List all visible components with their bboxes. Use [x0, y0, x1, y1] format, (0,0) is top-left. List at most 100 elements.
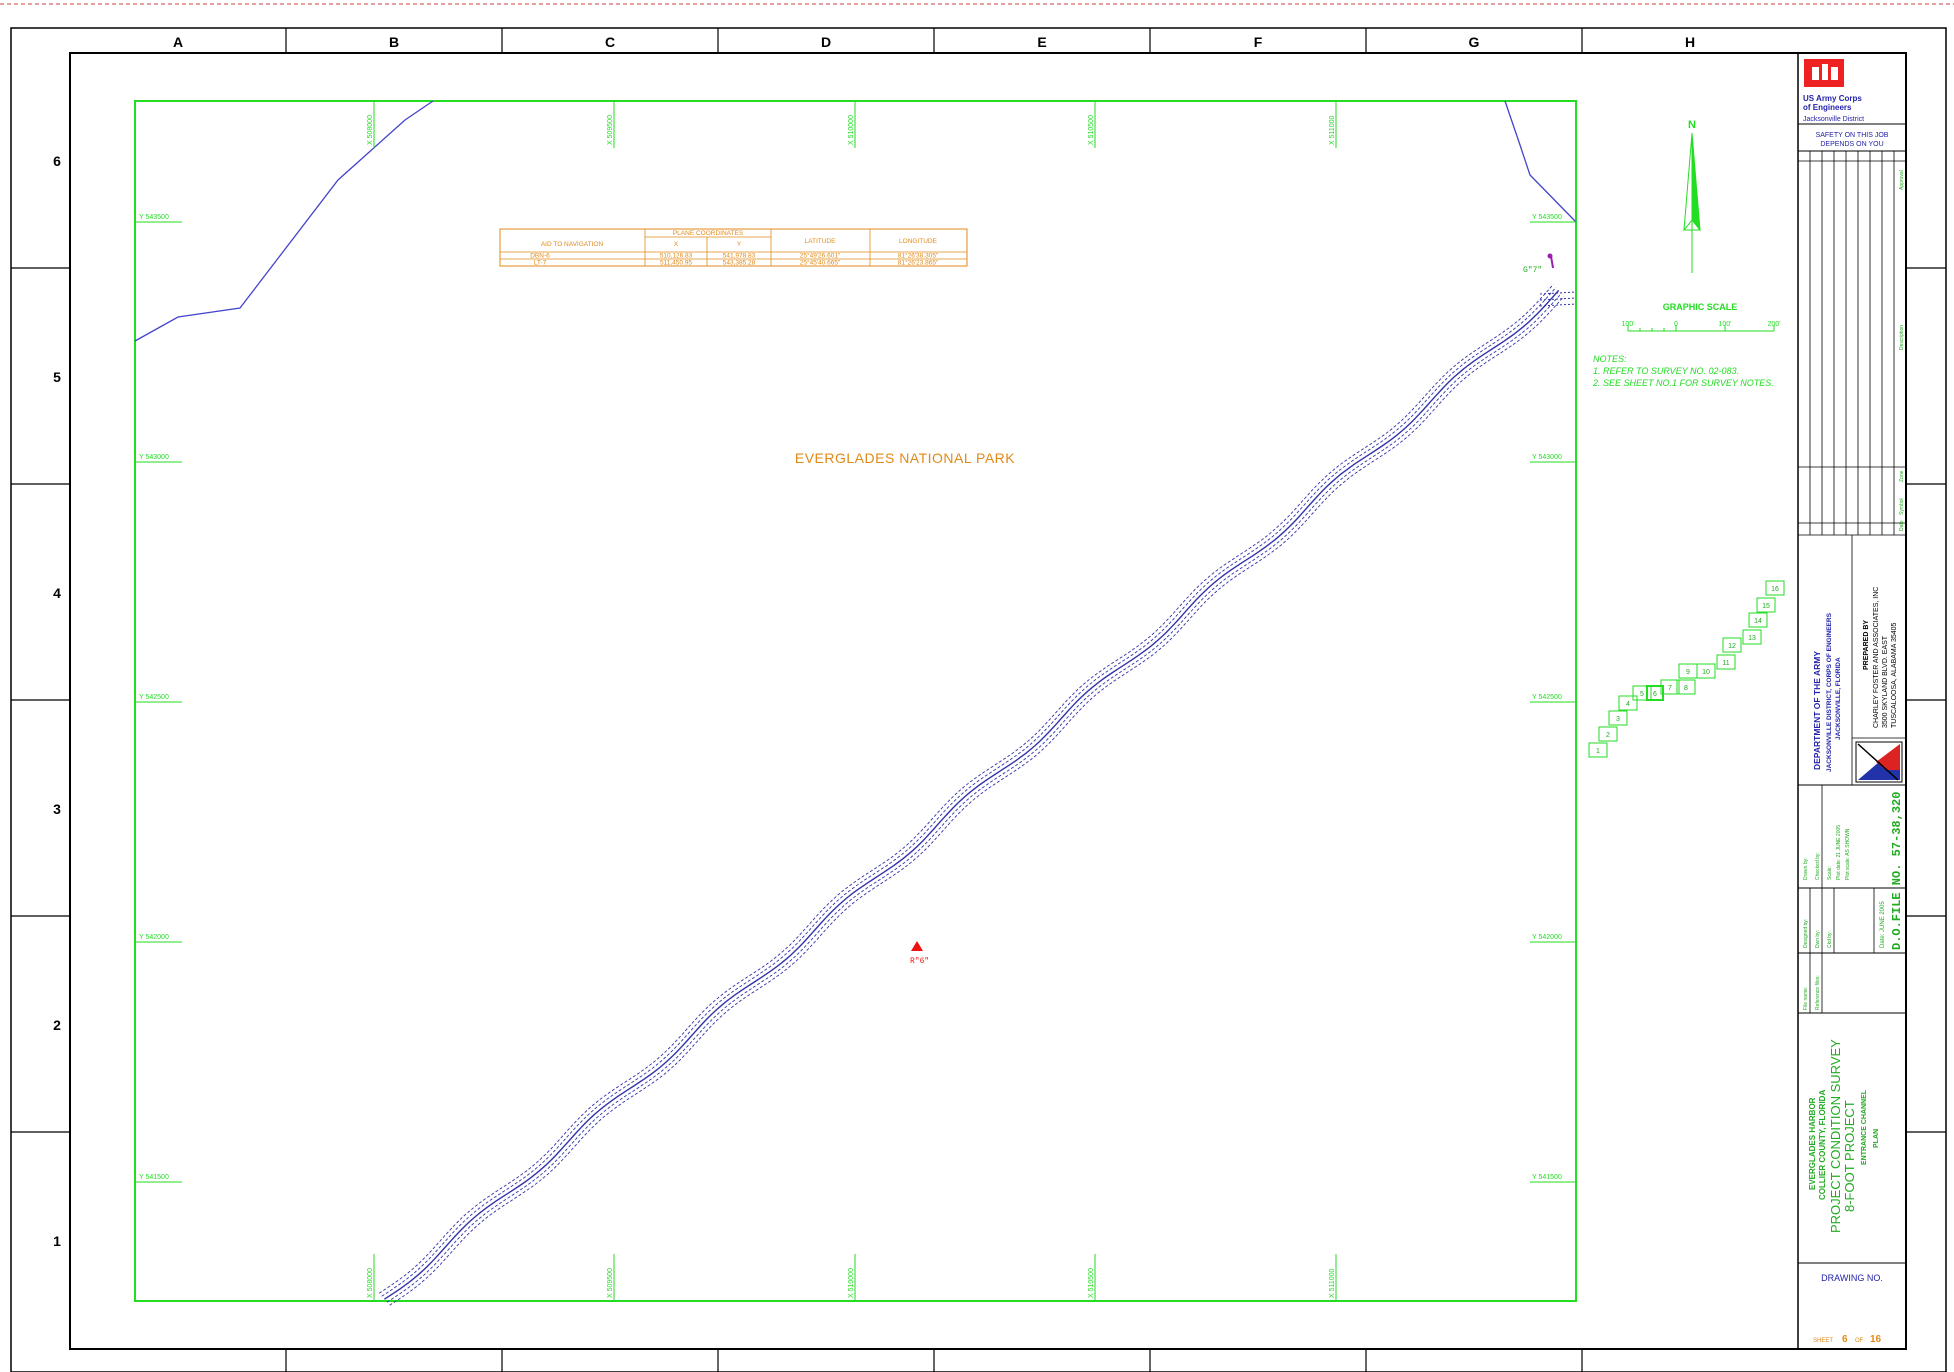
channel-line: [386, 293, 1562, 1303]
reference-files-label: Reference files:: [1815, 975, 1821, 1010]
row-label: 6: [53, 153, 61, 169]
row-label: 2: [53, 1017, 61, 1033]
sheet-index-box: [1676, 679, 1696, 695]
firm-line: CHARLEY FOSTER AND ASSOCIATES, INC: [1873, 587, 1880, 728]
graphic-scale: GRAPHIC SCALE 100' 0 100' 200': [1621, 302, 1781, 332]
col-label: E: [1037, 34, 1046, 50]
table-cell-lon: 81°26'23.865": [898, 259, 939, 267]
col-label: C: [605, 34, 615, 50]
dept-line: DEPARTMENT OF THE ARMY: [1812, 651, 1822, 770]
project-line: EVERGLADES HARBOR: [1808, 1097, 1817, 1190]
sheet-index-label: 7: [1668, 685, 1672, 692]
right-y-ticks: Y 543500 Y 543000 Y 542500 Y 542000 Y 54…: [1532, 214, 1562, 1181]
project-line: PLAN: [1873, 1129, 1880, 1148]
sheet-index-box: [1765, 580, 1785, 596]
table-cell-lat: 25°45'40.665": [800, 259, 841, 267]
y-tick-label: Y 542000: [139, 934, 169, 941]
channel-tail: [1539, 291, 1577, 307]
sheet-index-label: 14: [1754, 618, 1762, 625]
info-line: Checked by:: [1815, 852, 1821, 880]
project-line: COLLIER COUNTY, FLORIDA: [1818, 1090, 1827, 1200]
date-label: Date: JUNE 2005: [1880, 901, 1886, 948]
sheet-index-label: 10: [1702, 669, 1710, 676]
y-tick-label: Y 542500: [1532, 694, 1562, 701]
file-number: D.O.FILE NO. 57-38,320: [1890, 792, 1904, 950]
sheet-index-box: [1646, 685, 1664, 701]
x-tick-label: X 508000: [367, 1268, 374, 1298]
rev-header: Description: [1899, 325, 1905, 350]
y-tick-label: Y 543000: [1532, 454, 1562, 461]
table-cell-lat: 25°49'26.601": [800, 252, 841, 260]
y-tick-label: Y 543500: [1532, 214, 1562, 221]
bottom-x-ticks: X 508000 X 509500 X 510000 X 510500 X 51…: [367, 1268, 1336, 1298]
project-line: PROJECT CONDITION SURVEY: [1828, 1039, 1843, 1233]
sheet-index-label: 12: [1728, 643, 1736, 650]
row-label: 1: [53, 1233, 61, 1249]
map-frame: [134, 100, 1577, 1302]
north-label: N: [1688, 119, 1696, 131]
col-label: D: [821, 34, 831, 50]
prepared-by: PREPARED BY: [1863, 620, 1870, 670]
sheet-index-box: [1742, 629, 1762, 645]
bottom-x-tick-marks: [373, 1254, 1337, 1301]
purple-marker-label: G"7": [1523, 266, 1542, 275]
row-label: 4: [53, 585, 61, 601]
sheet-number: 6: [1842, 1334, 1848, 1345]
dept-line: JACKSONVILLE, FLORIDA: [1835, 657, 1842, 740]
red-marker-label: R"6": [910, 957, 929, 966]
x-tick-label: X 508000: [367, 115, 374, 145]
col-label: F: [1254, 34, 1263, 50]
x-tick-label: X 509500: [607, 1268, 614, 1298]
drawn-by: Dwn by:: [1815, 930, 1821, 948]
sheet-index-label: 2: [1606, 732, 1610, 739]
y-tick-label: Y 541500: [1532, 1174, 1562, 1181]
x-tick-label: X 511000: [1329, 1268, 1336, 1298]
sheet-index-label: 9: [1686, 669, 1690, 676]
revision-grid: [1798, 151, 1906, 536]
y-tick-label: Y 542500: [139, 694, 169, 701]
entrance-channel: [378, 284, 1577, 1306]
sheet-index-box: [1756, 597, 1776, 613]
sheet-index-label: 1: [1596, 748, 1600, 755]
col-label: G: [1469, 34, 1480, 50]
rev-header: Approval: [1899, 170, 1905, 190]
top-x-tick-marks: [373, 101, 1337, 148]
table-cell-y: 541,978.83: [723, 253, 756, 260]
red-nav-marker-icon: [911, 941, 923, 951]
park-label: EVERGLADES NATIONAL PARK: [795, 450, 1015, 466]
table-cell-aid: DBN-6: [530, 253, 550, 260]
x-tick-label: X 510500: [1088, 115, 1095, 145]
sheet-index-label: 16: [1771, 586, 1779, 593]
y-tick-label: Y 542000: [1532, 934, 1562, 941]
top-x-ticks: X 508000 X 509500 X 510000 X 510500 X 51…: [367, 115, 1336, 145]
info-line: Drawn by:: [1803, 857, 1809, 880]
sheet-total: 16: [1870, 1334, 1882, 1345]
channel-line: [383, 289, 1560, 1300]
x-tick-label: X 510500: [1088, 1268, 1095, 1298]
col-label: A: [173, 34, 183, 50]
channel-line: [381, 287, 1557, 1297]
coastline-west: [134, 100, 434, 342]
notes: NOTES: 1. REFER TO SURVEY NO. 02-083. 2.…: [1592, 354, 1774, 388]
scale-tick: 100': [1621, 321, 1634, 328]
sheet-index-label: 13: [1748, 635, 1756, 642]
title-block: US Army Corps of Engineers Jacksonville …: [1797, 53, 1906, 1349]
firm-line: 3500 SKYLAND BLVD. EAST: [1882, 635, 1889, 728]
navigation-aid-table: AID TO NAVIGATION PLANE COORDINATES X Y …: [499, 228, 968, 267]
row-label: 3: [53, 801, 61, 817]
x-tick-label: X 510000: [848, 115, 855, 145]
sheet-index-box: [1598, 726, 1618, 742]
info-line: Plot date: 21 JUNE 2005: [1836, 825, 1842, 880]
sheet-index-box: [1608, 710, 1628, 726]
y-tick-label: Y 543000: [139, 454, 169, 461]
sheet-index-box: [1716, 654, 1736, 670]
y-tick-label: Y 543500: [139, 214, 169, 221]
scale-tick: 100': [1718, 321, 1731, 328]
col-label: H: [1685, 34, 1695, 50]
sheet-index-box: [1618, 695, 1638, 711]
scale-tick: 200': [1767, 321, 1780, 328]
row-numbers: 6 5 4 3 2 1: [53, 153, 61, 1249]
column-letters: A B C D E F G H: [173, 34, 1695, 50]
table-header-lat: LATITUDE: [805, 238, 837, 245]
